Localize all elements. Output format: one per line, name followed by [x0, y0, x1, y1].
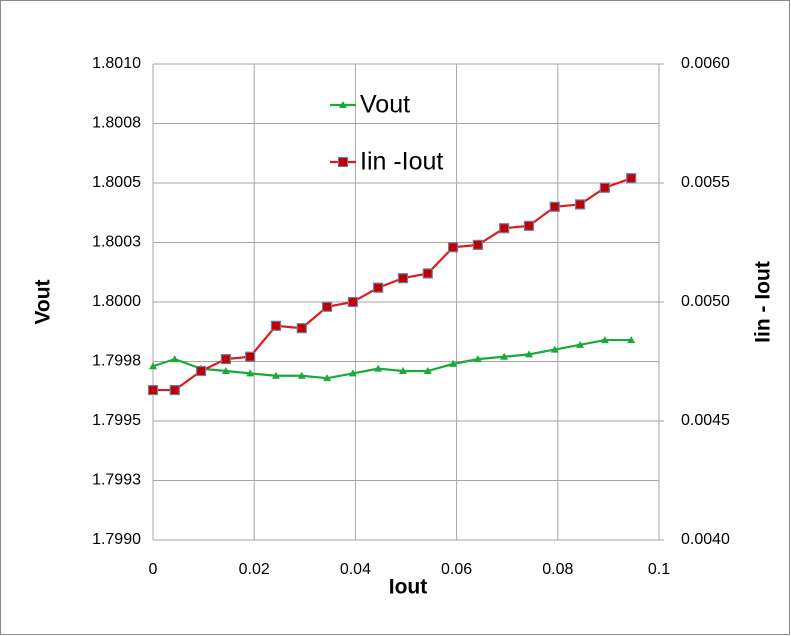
legend-label: Vout [360, 91, 410, 119]
y-tick-label: 1.7993 [92, 472, 141, 489]
marker [422, 268, 433, 279]
marker [523, 220, 535, 231]
x-tick-label: 0.08 [542, 561, 573, 578]
marker [397, 273, 409, 284]
x-tick-label: 0.06 [441, 561, 472, 578]
series-line [152, 338, 632, 380]
y-tick-label: 1.8010 [92, 55, 141, 72]
marker [271, 371, 280, 379]
x-tick-label: 0.02 [239, 561, 270, 578]
marker [576, 340, 585, 348]
marker [245, 351, 256, 362]
marker [499, 223, 510, 234]
legend-marker [339, 101, 347, 108]
marker [221, 367, 230, 375]
legend-label: Iin -Iout [360, 148, 443, 176]
marker [600, 336, 609, 344]
marker [347, 296, 358, 308]
marker [296, 323, 307, 334]
y2-axis-title: Iin - Iout [752, 261, 775, 343]
y2-tick-label: 0.0060 [681, 55, 730, 72]
y-tick-label: 1.8005 [92, 174, 141, 191]
marker [169, 384, 180, 396]
y2-tick-label: 0.0045 [681, 412, 730, 429]
marker [447, 242, 459, 253]
marker [500, 352, 509, 360]
marker [398, 367, 407, 375]
marker [423, 367, 432, 375]
marker [473, 355, 482, 363]
x-tick-label: 0.1 [648, 561, 670, 578]
y-axis-title: Vout [32, 279, 55, 324]
y-tick-label: 1.7998 [92, 353, 141, 370]
marker [549, 201, 560, 212]
marker [246, 369, 255, 377]
marker [449, 359, 458, 367]
marker [348, 369, 357, 377]
marker [599, 182, 610, 193]
marker [374, 364, 383, 372]
x-tick-label: 0.04 [340, 561, 371, 578]
y-tick-label: 1.8000 [92, 293, 141, 310]
x-tick-label: 0 [149, 561, 158, 578]
marker [323, 374, 332, 382]
marker [195, 365, 207, 377]
y2-tick-label: 0.0050 [681, 293, 730, 310]
marker [147, 384, 159, 396]
marker [297, 371, 306, 379]
marker [321, 301, 333, 312]
legend-marker [338, 157, 348, 167]
y-tick-label: 1.7990 [92, 531, 141, 548]
marker [524, 350, 533, 358]
marker [170, 355, 179, 363]
x-axis-title: Iout [389, 576, 427, 599]
y-tick-label: 1.7995 [92, 412, 141, 429]
y2-tick-label: 0.0040 [681, 531, 730, 548]
marker [373, 282, 384, 293]
marker [574, 199, 586, 210]
marker [472, 239, 483, 250]
y-tick-label: 1.8008 [92, 115, 141, 132]
marker [270, 320, 282, 331]
marker [149, 362, 157, 370]
marker [550, 345, 559, 353]
marker [626, 173, 637, 184]
y-tick-label: 1.8003 [92, 234, 141, 251]
marker [627, 336, 636, 344]
marker [220, 354, 231, 365]
y2-tick-label: 0.0055 [681, 174, 730, 191]
